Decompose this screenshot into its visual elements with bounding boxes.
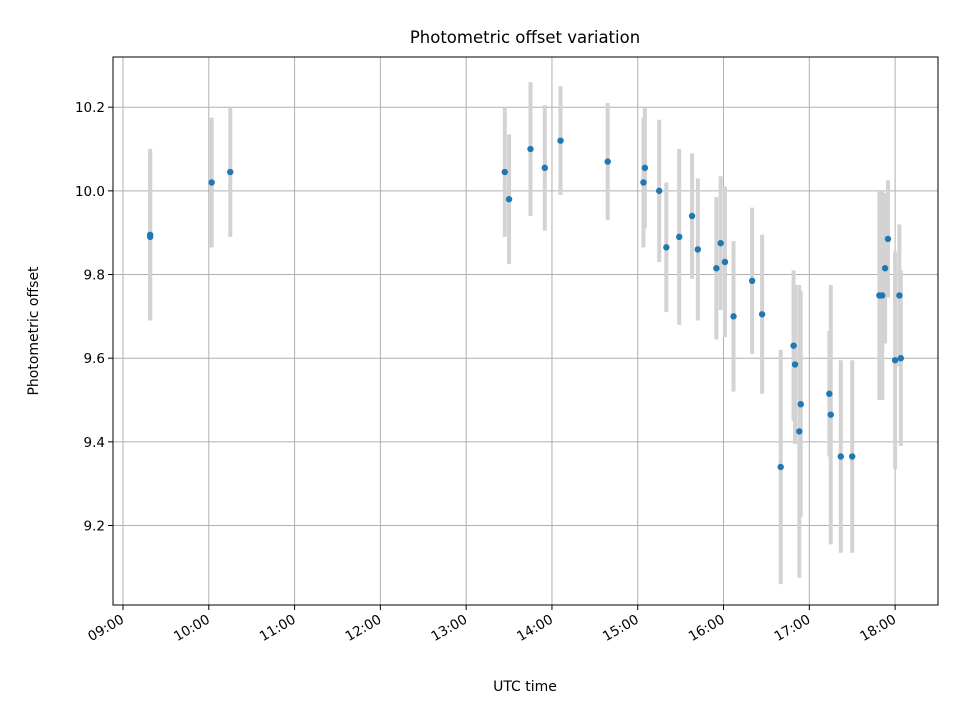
data-point xyxy=(730,313,737,320)
data-point xyxy=(721,258,729,266)
y-tick-label: 9.2 xyxy=(84,519,105,535)
data-point xyxy=(227,168,234,176)
data-point xyxy=(881,265,889,272)
data-point xyxy=(717,239,724,247)
data-point xyxy=(796,428,803,435)
data-point xyxy=(694,246,701,253)
data-point xyxy=(527,145,534,153)
data-point xyxy=(826,390,833,397)
data-point xyxy=(640,179,647,186)
data-point xyxy=(884,235,892,243)
data-point xyxy=(748,277,756,285)
data-point xyxy=(791,361,799,368)
data-point xyxy=(505,196,513,203)
data-point xyxy=(827,411,834,418)
data-point xyxy=(688,212,696,220)
x-axis-label: UTC time xyxy=(493,679,557,695)
x-tick-label: 12:00 xyxy=(343,612,385,645)
data-point xyxy=(676,233,683,241)
data-point xyxy=(797,401,804,408)
x-tick-label: 15:00 xyxy=(600,612,642,645)
tick-labels: 09:00 10:00 11:00 12:00 13:00 14:00 15:00 16:00… xyxy=(75,100,899,645)
data-point xyxy=(541,164,549,172)
plot-frame xyxy=(112,56,939,606)
x-tick-label: 18:00 xyxy=(857,612,899,645)
data-point xyxy=(641,164,649,172)
y-tick-label: 10.2 xyxy=(75,100,105,116)
data-point xyxy=(849,453,856,460)
error-bars xyxy=(148,82,903,585)
data-point xyxy=(790,342,797,349)
grid xyxy=(113,57,938,605)
x-tick-label: 17:00 xyxy=(772,612,814,645)
x-tick-label: 13:00 xyxy=(428,612,470,645)
data-point xyxy=(896,292,903,299)
y-axis-label: Photometric offset xyxy=(26,266,42,396)
data-point xyxy=(758,311,766,318)
y-tick-label: 10.0 xyxy=(75,184,105,200)
data-point xyxy=(604,158,611,165)
ticks xyxy=(108,106,896,610)
x-tick-label: 10:00 xyxy=(171,612,213,645)
chart-title: Photometric offset variation xyxy=(410,28,640,47)
data-point xyxy=(879,292,886,299)
y-tick-label: 9.8 xyxy=(84,268,105,284)
data-point xyxy=(891,357,899,364)
data-point xyxy=(208,179,215,186)
y-tick-label: 9.4 xyxy=(84,435,105,451)
x-tick-label: 16:00 xyxy=(686,612,728,645)
x-tick-label: 09:00 xyxy=(85,612,127,645)
x-tick-label: 11:00 xyxy=(257,612,299,645)
y-tick-label: 9.6 xyxy=(84,351,105,367)
data-point xyxy=(837,453,844,460)
data-point xyxy=(501,168,508,176)
data-point xyxy=(557,137,564,144)
data-point xyxy=(777,463,784,471)
data-point xyxy=(146,231,154,238)
data-point xyxy=(713,265,720,272)
x-tick-label: 14:00 xyxy=(514,612,556,645)
data-point xyxy=(655,187,663,195)
data-points xyxy=(146,137,905,471)
data-point xyxy=(663,244,670,251)
data-point xyxy=(897,354,905,362)
